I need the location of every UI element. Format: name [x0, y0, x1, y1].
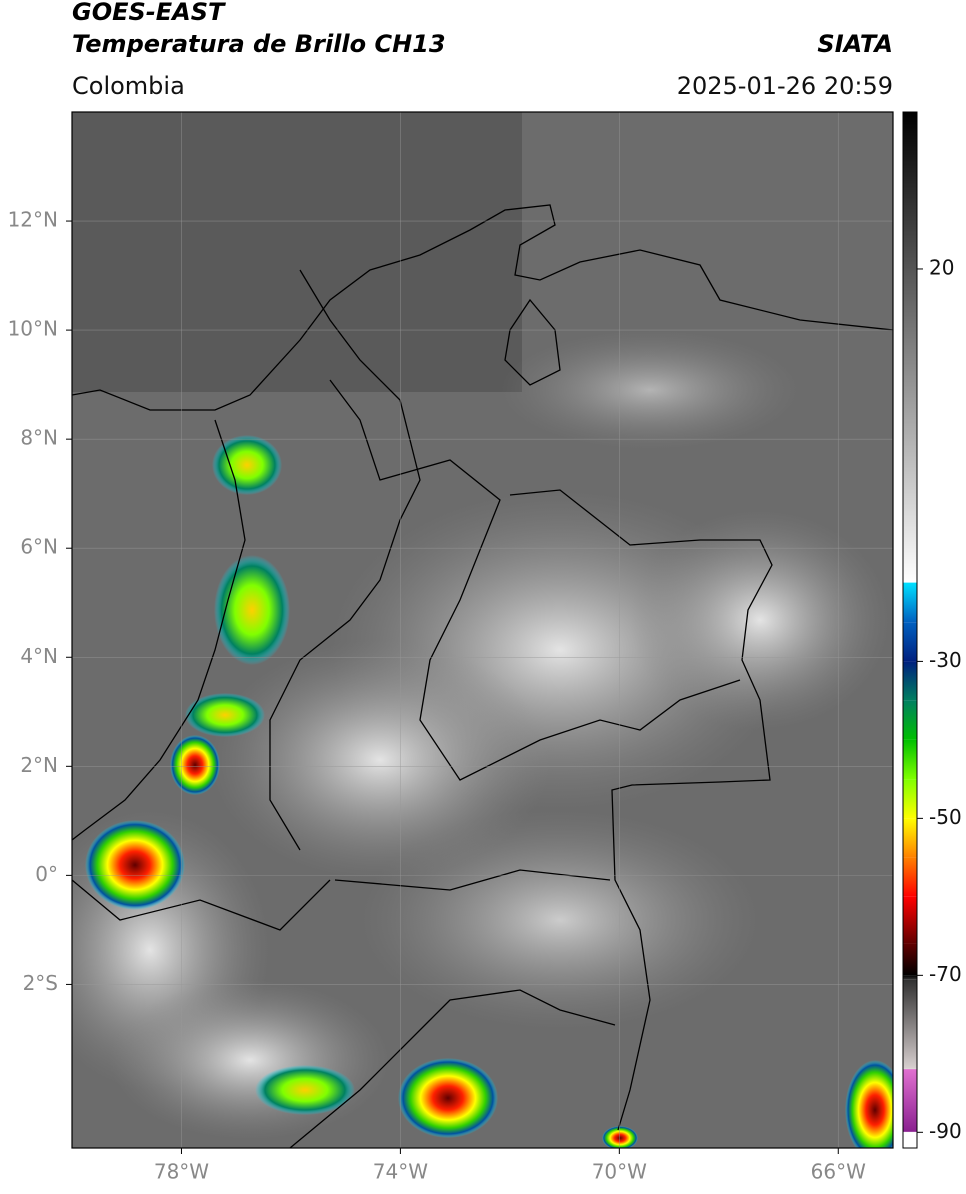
y-tick-label: 10°N	[8, 317, 58, 341]
colorbar-segment	[903, 943, 917, 976]
colorbar-segment	[903, 1069, 917, 1132]
colorbar-segment	[903, 979, 917, 1069]
y-tick-label: 12°N	[8, 208, 58, 232]
colorbar-tick-label: -30	[929, 648, 962, 672]
colorbar-segment	[903, 582, 917, 583]
map-frame	[71, 111, 894, 1149]
cloud	[110, 980, 390, 1140]
colorbar-segment	[903, 700, 917, 740]
colorbar-segment	[903, 1068, 917, 1070]
y-tick-label: 2°S	[23, 971, 58, 995]
colorbar-segment	[903, 622, 917, 662]
colorbar-frame	[902, 111, 918, 1149]
colorbar-segment	[903, 739, 917, 780]
cloud	[360, 810, 760, 1030]
storm	[170, 735, 220, 795]
cloud	[210, 640, 550, 880]
colorbar-tick-label: -70	[929, 962, 962, 986]
cloud	[630, 510, 890, 730]
colorbar-segment	[903, 896, 917, 944]
colorbar-segment	[903, 582, 917, 623]
colorbar-segment	[903, 779, 917, 819]
colorbar-segment	[903, 1132, 917, 1148]
colorbar-segment	[903, 1131, 917, 1133]
y-tick-label: 8°N	[20, 426, 58, 450]
colorbar-tick-label: 20	[929, 255, 954, 279]
storm	[845, 1060, 893, 1148]
y-tick-label: 2°N	[20, 753, 58, 777]
x-tick-label: 74°W	[373, 1160, 428, 1184]
borders	[72, 204, 893, 1148]
clear-sky	[72, 112, 522, 392]
x-tick-label: 78°W	[154, 1160, 209, 1184]
colorbar-tick-label: -90	[929, 1119, 962, 1143]
colorbar-segment	[903, 112, 917, 583]
satellite-image	[72, 112, 893, 1148]
region: Colombia	[72, 72, 185, 100]
colorbar-segment	[903, 661, 917, 701]
storm	[398, 1058, 498, 1138]
datetime: 2025-01-26 20:59	[677, 72, 893, 100]
x-tick-label: 66°W	[811, 1160, 866, 1184]
y-tick-label: 0°	[35, 862, 58, 886]
x-tick-label: 70°W	[592, 1160, 647, 1184]
storm	[85, 820, 185, 910]
colorbar-segment	[903, 818, 917, 858]
title: GOES-EAST	[72, 0, 226, 26]
colorbar-segment	[903, 857, 917, 897]
colorbar: 20 -30 -50 -70 -90	[903, 112, 962, 1148]
storm	[185, 693, 265, 737]
subtitle: Temperatura de Brillo CH13	[72, 30, 446, 58]
map-grid: 78°W 74°W 70°W 66°W 2°S 0° 2°N 4°N 6°N 8°N 10°N 12°…	[8, 112, 893, 1184]
storm	[602, 1126, 638, 1148]
y-tick-label: 4°N	[20, 644, 58, 668]
colorbar-tick-label: -50	[929, 805, 962, 829]
cloud	[500, 330, 800, 450]
y-tick-label: 6°N	[20, 535, 58, 559]
source: SIATA	[817, 30, 893, 58]
storm	[212, 435, 282, 495]
storm	[255, 1065, 355, 1115]
colorbar-segment	[903, 975, 917, 980]
